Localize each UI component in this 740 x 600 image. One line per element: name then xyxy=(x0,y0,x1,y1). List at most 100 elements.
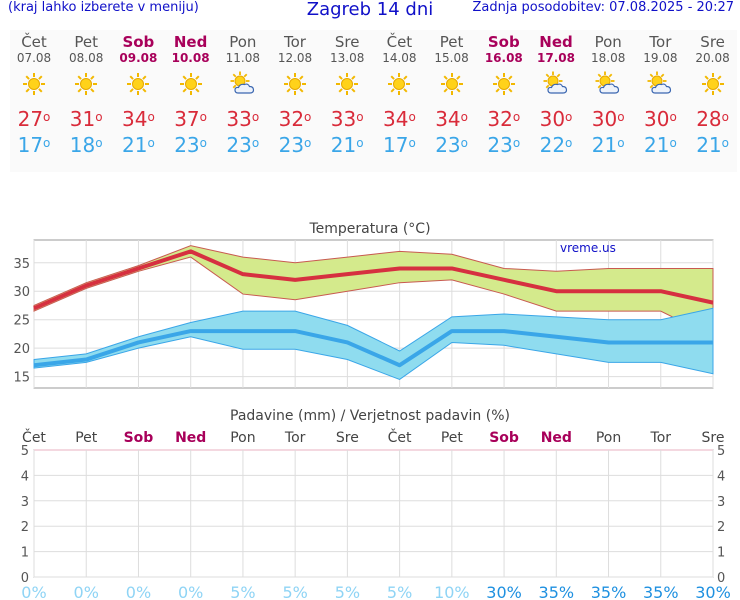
y-tick-label-left: 1 xyxy=(21,546,29,561)
min-temperature: 23o xyxy=(174,133,207,157)
min-temperature: 23o xyxy=(278,133,312,157)
precip-probability-label: 0% xyxy=(126,583,151,600)
sun-icon xyxy=(23,73,45,95)
day-date: 08.08 xyxy=(69,51,104,65)
day-name: Pet xyxy=(439,33,464,51)
y-tick-label: 15 xyxy=(13,371,30,386)
day-date: 16.08 xyxy=(484,51,523,65)
y-tick-label-right: 4 xyxy=(717,469,725,484)
last-update: Zadnja posodobitev: 07.08.2025 - 20:27 xyxy=(472,0,734,15)
day-name: Sob xyxy=(122,33,155,51)
forecast-day: Ned 10.08 37o 23o xyxy=(165,30,217,158)
precip-day-label: Tor xyxy=(284,430,306,446)
min-temperature-line xyxy=(33,329,713,368)
max-temperature: 32o xyxy=(487,107,521,131)
sun-icon xyxy=(284,73,306,95)
precip-day-label: Sob xyxy=(124,430,154,446)
y-tick-label-right: 2 xyxy=(717,520,725,535)
day-name: Čet xyxy=(21,33,47,51)
sun-icon xyxy=(336,73,359,95)
min-temperature: 22o xyxy=(539,133,573,157)
precip-day-label: Pon xyxy=(230,430,255,446)
max-temperature: 32o xyxy=(278,107,312,131)
precip-day-label: Čet xyxy=(388,428,412,446)
max-temperature: 30o xyxy=(539,107,573,131)
min-temperature: 23o xyxy=(487,133,521,157)
y-tick-label-left: 0 xyxy=(21,571,29,586)
partly-cloudy-icon xyxy=(230,71,254,94)
precip-day-label: Sob xyxy=(489,430,519,446)
y-tick-label-right: 3 xyxy=(717,495,725,510)
sun-icon xyxy=(179,73,202,95)
sun-icon xyxy=(75,73,98,95)
y-tick-label-left: 5 xyxy=(21,444,29,459)
max-temperature: 30o xyxy=(643,107,677,131)
precip-day-label: Ned xyxy=(175,430,206,446)
max-temperature: 37o xyxy=(174,107,207,131)
page-header: (kraj lahko izberete v meniju) Zagreb 14… xyxy=(0,0,740,22)
precip-probability-label: 0% xyxy=(21,583,46,600)
y-tick-label-left: 4 xyxy=(21,469,29,484)
min-temperature: 21o xyxy=(696,133,729,157)
precip-day-label: Tor xyxy=(650,430,672,446)
precip-probability-label: 35% xyxy=(591,583,627,600)
max-temperature: 33o xyxy=(226,107,260,131)
precip-probability-label: 5% xyxy=(282,583,307,600)
location-hint[interactable]: (kraj lahko izberete v meniju) xyxy=(8,0,199,15)
y-tick-label-right: 0 xyxy=(717,571,725,586)
min-temperature-band xyxy=(33,307,714,381)
partly-cloudy-icon xyxy=(647,71,672,94)
max-temperature: 33o xyxy=(330,107,364,131)
page-title: Zagreb 14 dni xyxy=(306,0,434,20)
precipitation-chart-title: Padavine (mm) / Verjetnost padavin (%) xyxy=(230,408,510,424)
min-temperature: 17o xyxy=(17,133,51,157)
day-name: Pon xyxy=(229,33,257,51)
precip-probability-label: 0% xyxy=(74,583,99,600)
daily-forecast-strip: Čet 07.08 27o 17o Pet 08.08 31o 18o Sob 09.08 34o 2… xyxy=(10,30,737,172)
precip-probability-label: 30% xyxy=(486,583,522,600)
min-temperature: 21o xyxy=(121,133,155,157)
precip-probability-label: 5% xyxy=(230,583,255,600)
max-temperature: 30o xyxy=(591,107,625,131)
max-temperature: 28o xyxy=(696,107,729,131)
sun-icon xyxy=(701,73,724,95)
precipitation-plot-area xyxy=(33,449,714,578)
precip-day-label: Pet xyxy=(441,430,464,446)
precip-probability-label: 30% xyxy=(695,583,731,600)
day-date: 15.08 xyxy=(434,51,469,65)
precip-day-label: Ned xyxy=(541,430,572,446)
day-name: Pet xyxy=(74,33,98,51)
day-date: 20.08 xyxy=(695,51,730,65)
min-temperature: 21o xyxy=(330,133,364,157)
forecast-day: Sob 16.08 32o 23o xyxy=(478,30,530,158)
day-name: Tor xyxy=(284,33,306,51)
day-date: 12.08 xyxy=(277,51,313,65)
forecast-day: Čet 14.08 34o 17o xyxy=(373,30,425,158)
day-name: Tor xyxy=(649,33,672,51)
y-tick-label-left: 2 xyxy=(21,520,29,535)
day-date: 11.08 xyxy=(225,51,260,65)
forecast-day: Tor 12.08 32o 23o xyxy=(269,30,321,158)
day-date: 19.08 xyxy=(643,51,678,65)
precip-probability-label: 35% xyxy=(539,583,575,600)
day-name: Sob xyxy=(487,33,520,51)
max-temperature: 34o xyxy=(121,107,155,131)
day-name: Čet xyxy=(386,33,413,51)
precip-day-label: Pet xyxy=(75,430,98,446)
max-temperature: 31o xyxy=(69,107,103,131)
y-tick-label: 20 xyxy=(13,342,30,357)
max-temperature: 34o xyxy=(382,107,416,131)
day-name: Sre xyxy=(334,33,360,51)
y-tick-label-left: 3 xyxy=(21,495,29,510)
min-temperature: 17o xyxy=(382,133,416,157)
day-name: Ned xyxy=(173,33,208,51)
day-date: 14.08 xyxy=(382,51,417,65)
day-date: 07.08 xyxy=(16,51,52,65)
min-temperature: 23o xyxy=(435,133,468,157)
forecast-day: Sre 20.08 28o 21o xyxy=(687,30,739,158)
precip-day-label: Čet xyxy=(22,428,46,446)
sun-icon xyxy=(440,73,463,95)
forecast-day: Sre 13.08 33o 21o xyxy=(321,30,373,158)
y-tick-label-right: 1 xyxy=(717,546,725,561)
max-temperature: 34o xyxy=(435,107,468,131)
